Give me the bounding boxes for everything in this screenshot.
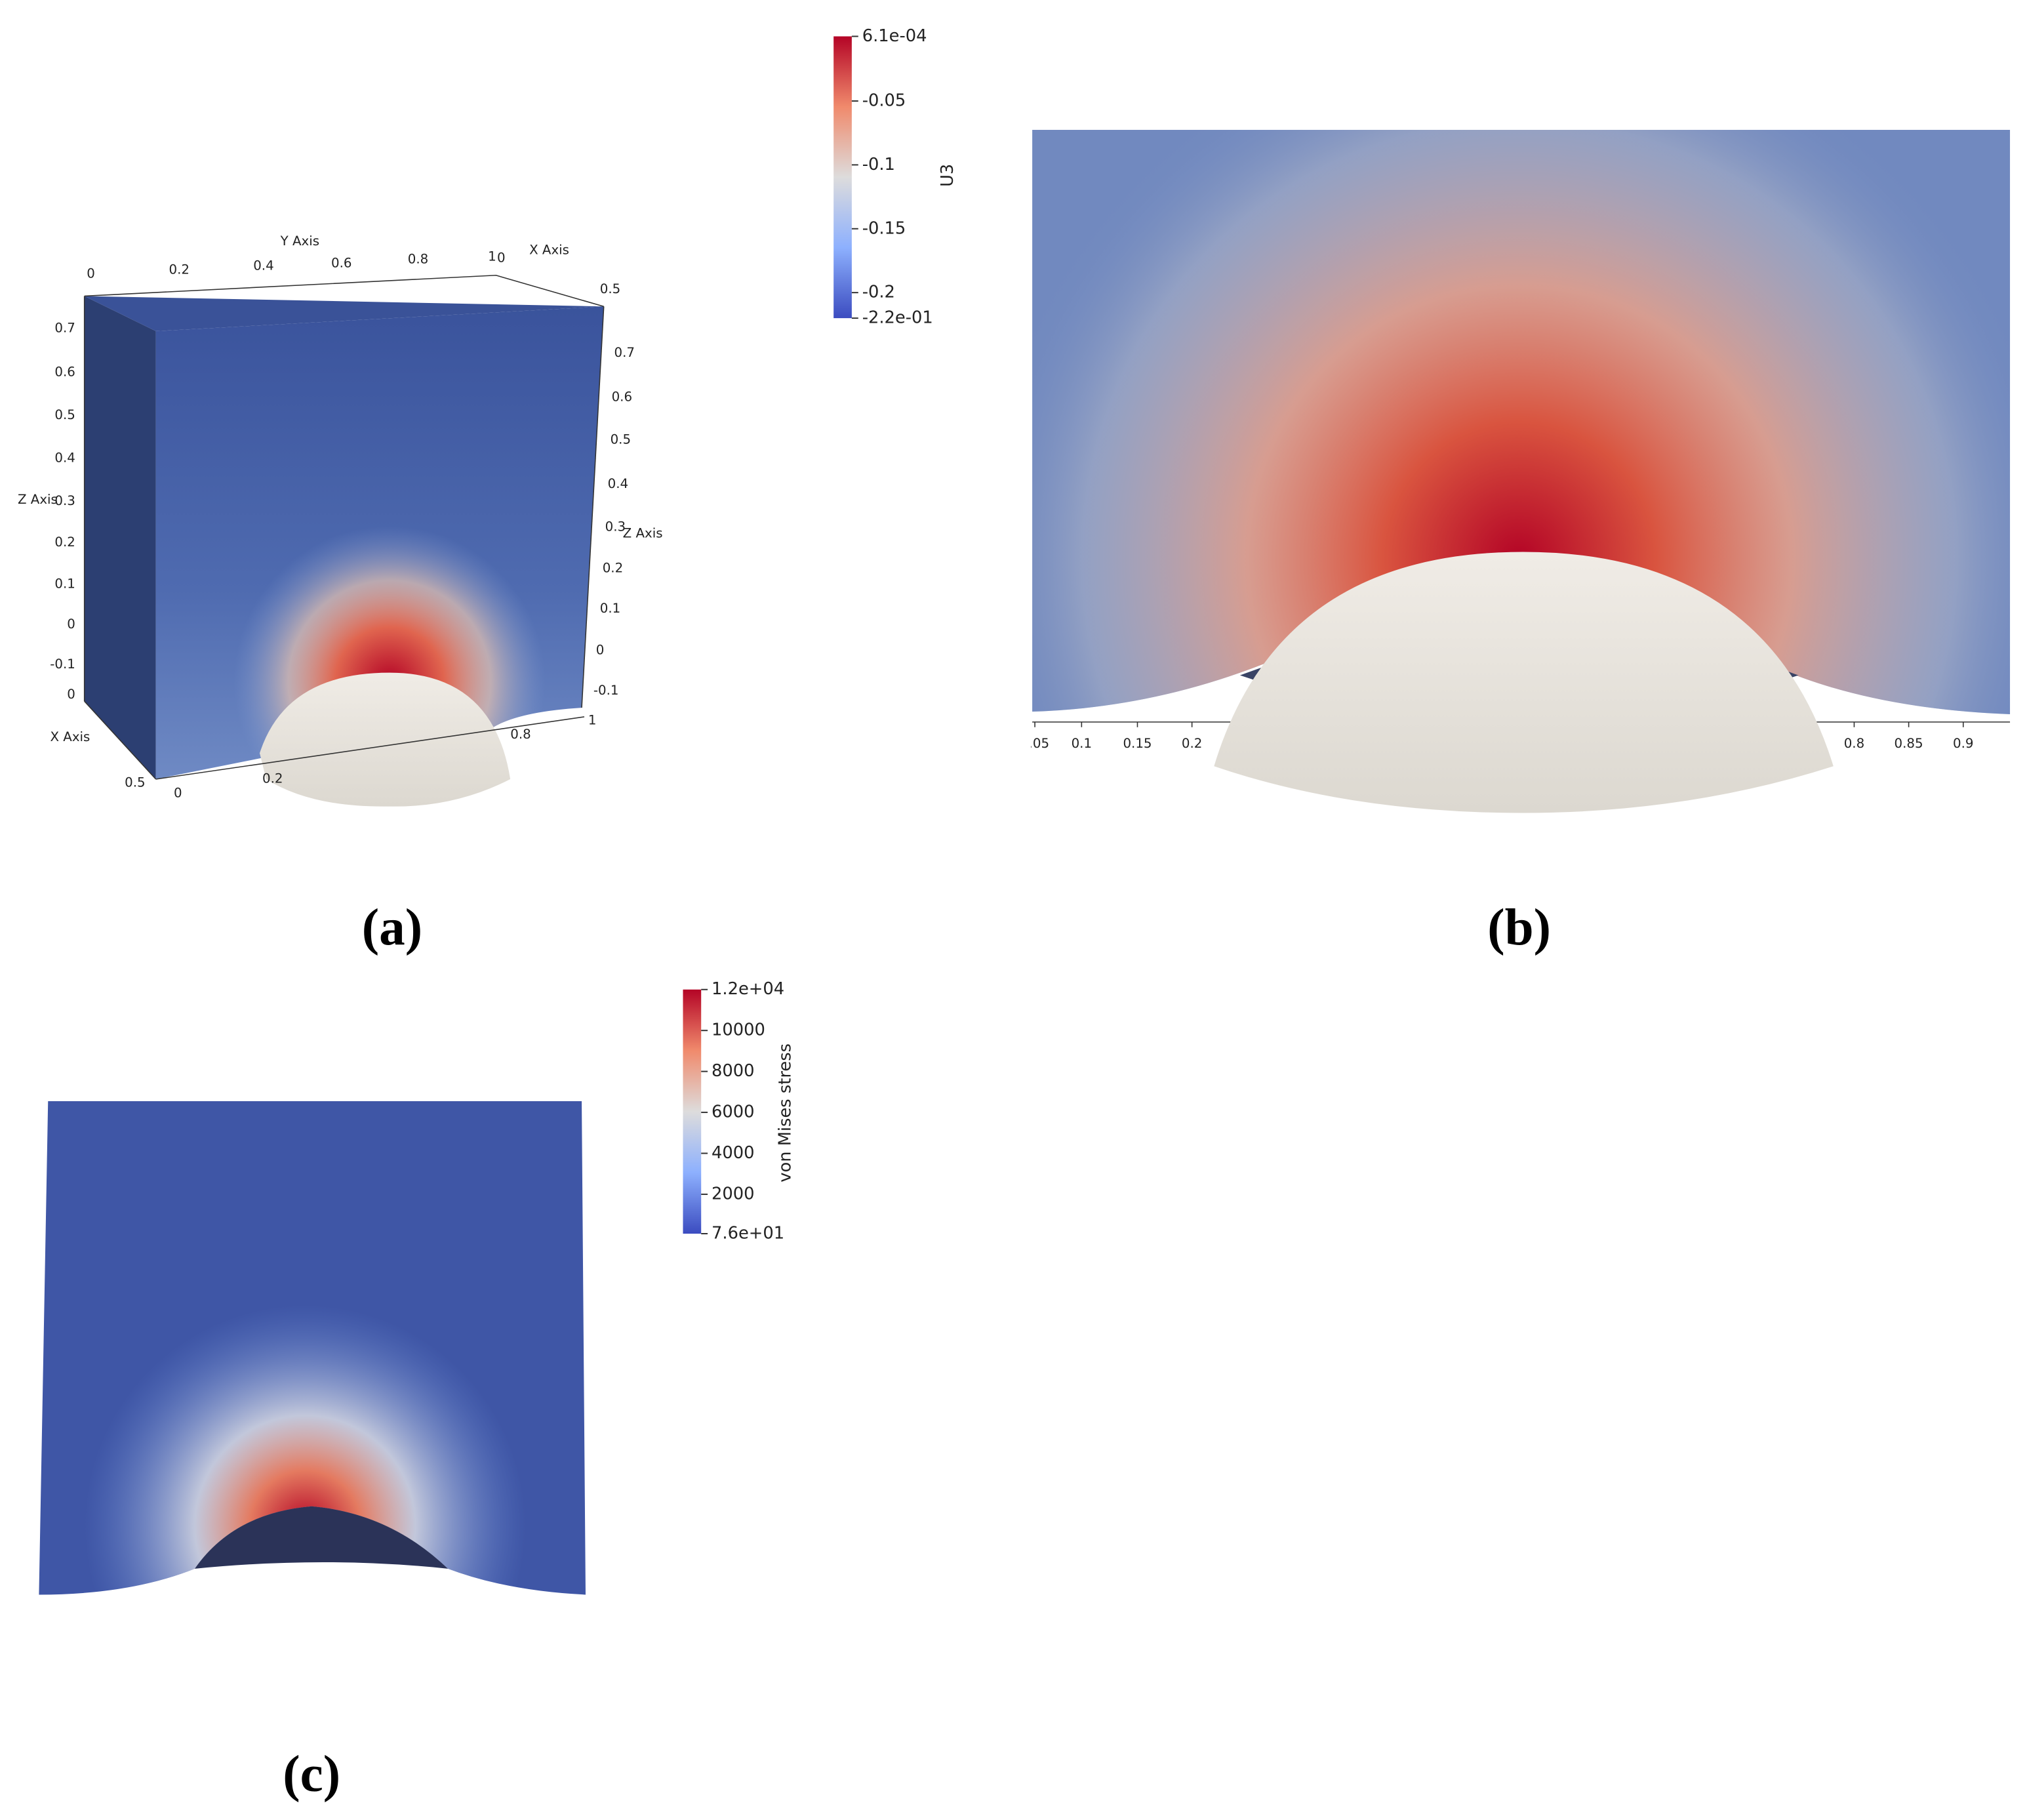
colorbar-label: 7.6e+01 bbox=[712, 1224, 784, 1244]
colorbar-label: 8000 bbox=[712, 1061, 755, 1081]
tick-label: 0.2 bbox=[54, 535, 75, 550]
tick-label: 0.2 bbox=[262, 771, 283, 786]
colorbar-label: 6000 bbox=[712, 1102, 755, 1122]
panel-a-render bbox=[83, 274, 605, 807]
side-face bbox=[84, 296, 156, 779]
stress-region bbox=[39, 1101, 586, 1595]
figure-content: Y Axis X Axis Z Axis Z Axis X Axis 0 0.2 0.4 0.6… bbox=[18, 26, 2011, 1803]
tick-label: 0.2 bbox=[1182, 736, 1202, 751]
colorbar-label: -0.2 bbox=[862, 283, 895, 302]
indenter bbox=[1214, 552, 1834, 813]
tick-label: 0 bbox=[497, 251, 506, 266]
tick-label: 0.8 bbox=[408, 252, 428, 267]
panel-label: (b) bbox=[1487, 899, 1551, 956]
tick-label: 0.5 bbox=[611, 432, 631, 447]
tick-label: 0.2 bbox=[603, 561, 623, 576]
tick-label: 0.8 bbox=[510, 727, 531, 742]
tick-label: 0.85 bbox=[1895, 736, 1923, 751]
tick-label: 0.05 bbox=[1020, 736, 1049, 751]
axis-title: Z Axis bbox=[18, 492, 58, 507]
colorbar bbox=[833, 36, 852, 319]
labels: Y Axis X Axis Z Axis Z Axis X Axis 0 0.2 0.4 0.6… bbox=[18, 26, 1974, 1803]
tick-label: 0.9 bbox=[1953, 736, 1973, 751]
axis-title: X Axis bbox=[529, 243, 569, 258]
panel-c-render bbox=[39, 1101, 586, 1595]
tick-label: 0.2 bbox=[169, 262, 190, 277]
tick-label: 0 bbox=[67, 617, 75, 632]
tick-label: 0.6 bbox=[331, 255, 351, 270]
tick-label: 0.4 bbox=[608, 476, 628, 491]
indenter bbox=[260, 672, 511, 807]
colorbar-label: 2000 bbox=[712, 1184, 755, 1203]
panel-b-render bbox=[1032, 130, 2011, 813]
tick-label: 0.7 bbox=[54, 320, 75, 335]
contact-surface bbox=[195, 1506, 449, 1569]
colorbar-label: -0.1 bbox=[862, 155, 895, 174]
axis-title: Y Axis bbox=[280, 233, 319, 249]
tick-label: -0.1 bbox=[50, 657, 75, 672]
tick-label: 0.1 bbox=[600, 601, 620, 616]
colorbar-label: -0.05 bbox=[862, 91, 906, 111]
tick-label: 0.7 bbox=[614, 345, 635, 360]
axis-title: Z Axis bbox=[623, 525, 663, 540]
tick-label: 1 bbox=[588, 712, 597, 727]
tick-label: 0 bbox=[67, 687, 75, 702]
axes-box bbox=[83, 274, 605, 780]
tick-label: 1 bbox=[488, 249, 496, 264]
stress-region bbox=[155, 306, 604, 779]
tick-label: 0.6 bbox=[612, 389, 632, 404]
tick-label: 0.15 bbox=[1123, 736, 1152, 751]
tick-label: 0.3 bbox=[605, 519, 626, 534]
tick-label: 0 bbox=[174, 785, 182, 800]
colorbar-label: -2.2e-01 bbox=[862, 308, 933, 328]
panel-b-axis: 0.05 0.1 0.15 0.2 0.8 0.85 0.9 bbox=[1020, 721, 1973, 751]
panel-label: (c) bbox=[283, 1745, 340, 1803]
stress-region bbox=[1032, 130, 2011, 714]
colorbar-label: 4000 bbox=[712, 1143, 755, 1163]
tick-label: -0.1 bbox=[593, 683, 619, 698]
colorbar-label: 10000 bbox=[712, 1021, 765, 1040]
tick-label: 0 bbox=[87, 266, 95, 281]
colorbar bbox=[683, 989, 702, 1234]
colorbar-title: U3 bbox=[938, 164, 957, 187]
tick-label: 0.1 bbox=[1072, 736, 1092, 751]
tick-label: 0.5 bbox=[125, 775, 145, 790]
colorbar-label: 1.2e+04 bbox=[712, 979, 784, 999]
panel-label: (a) bbox=[362, 899, 422, 956]
tick-label: 0.4 bbox=[253, 258, 273, 273]
tick-label: 0 bbox=[596, 642, 605, 657]
top-face bbox=[84, 296, 604, 331]
tick-label: 0.8 bbox=[1844, 736, 1864, 751]
tick-label: 0.5 bbox=[54, 407, 75, 422]
colorbar-label: -0.15 bbox=[862, 218, 906, 238]
tick-label: 0.3 bbox=[54, 493, 75, 508]
axis-title: X Axis bbox=[50, 729, 90, 744]
colorbar-label: 6.1e-04 bbox=[862, 26, 927, 46]
tick-label: 0.5 bbox=[600, 281, 620, 296]
tick-label: 0.6 bbox=[54, 365, 75, 380]
tick-label: 0.1 bbox=[54, 576, 75, 592]
tick-label: 0.4 bbox=[54, 450, 75, 465]
colorbar-title: von Mises stress bbox=[775, 1043, 795, 1183]
